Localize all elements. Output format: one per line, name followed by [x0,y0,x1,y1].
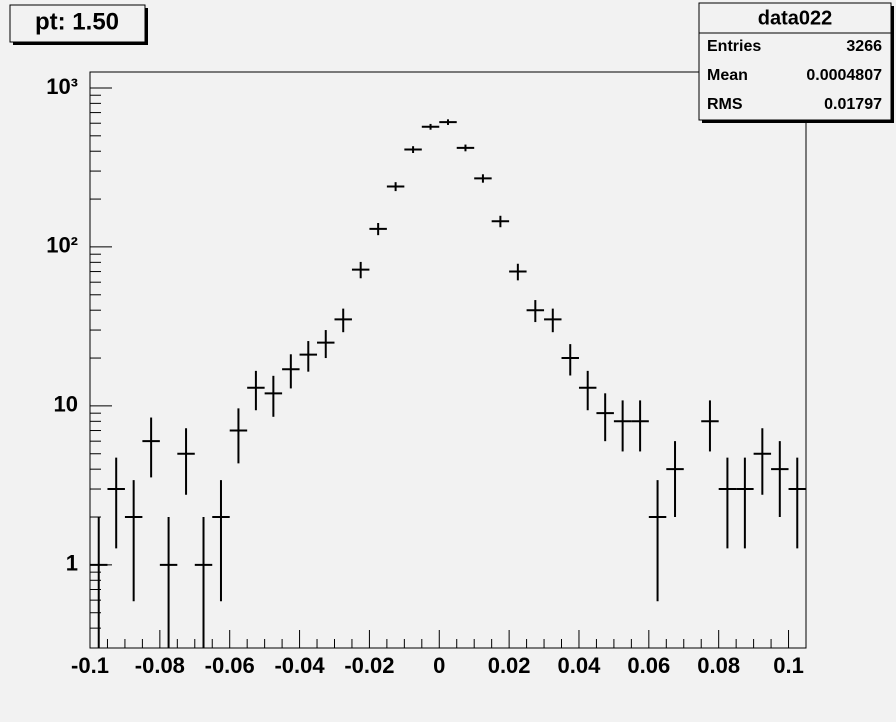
x-tick-label: -0.06 [205,653,255,678]
x-tick-label: 0.1 [773,653,804,678]
stats-value: 3266 [846,38,882,55]
stats-title: data022 [758,7,833,29]
y-tick-label: 10² [46,233,78,258]
stats-value: 0.0004807 [806,67,882,84]
x-tick-label: 0.08 [697,653,740,678]
stats-box [698,2,892,121]
stats-label: RMS [707,96,743,113]
stats-value: 0.01797 [824,96,882,113]
x-tick-label: -0.04 [274,653,325,678]
x-tick-label: -0.08 [135,653,185,678]
title-box [9,4,146,43]
y-tick-label: 1 [66,551,78,576]
stats-label: Entries [707,38,761,55]
y-tick-label: 10³ [46,74,78,99]
x-tick-label: 0.02 [488,653,531,678]
y-tick-label: 10 [54,392,78,417]
x-tick-label: -0.1 [71,653,109,678]
x-tick-label: 0.06 [627,653,670,678]
stats-label: Mean [707,67,748,84]
chart-title: pt: 1.50 [35,8,119,35]
x-tick-label: 0 [433,653,445,678]
x-tick-label: -0.02 [344,653,394,678]
plot-frame [89,71,807,649]
x-tick-label: 0.04 [558,653,602,678]
